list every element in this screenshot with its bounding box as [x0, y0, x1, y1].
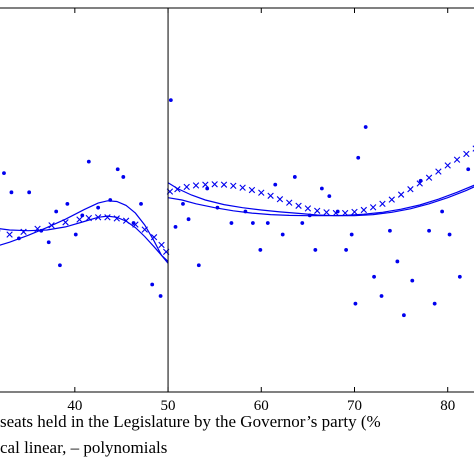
- local-average-marker-45: [379, 200, 386, 208]
- local-average-marker-49: [416, 180, 423, 187]
- local-average-marker-50: [425, 174, 433, 181]
- scatter-point-19: [73, 232, 78, 237]
- scatter-point-13: [27, 190, 32, 195]
- scatter-point-61: [410, 278, 415, 283]
- x-axis-label: seats held in the Legislature by the Gov…: [0, 412, 381, 431]
- local-average-marker-43: [360, 206, 368, 214]
- x-axis: 304050607080: [67, 8, 455, 414]
- x-tick-label-50: 50: [161, 398, 176, 414]
- scatter-point-28: [150, 282, 155, 287]
- scatter-point-16: [54, 209, 59, 214]
- local-average-marker-33: [267, 192, 274, 199]
- local-average-marker-6: [6, 231, 13, 238]
- scatter-point-59: [395, 259, 400, 264]
- scatter-point-30: [168, 98, 173, 103]
- local-average-marker-20: [158, 241, 165, 249]
- local-average-marker-48: [407, 186, 414, 193]
- local-average-marker-38: [314, 207, 321, 214]
- figure-caption: cal linear, – polynomials: [0, 438, 168, 457]
- x-tick-label-70: 70: [347, 398, 362, 414]
- local-average-marker-11: [76, 216, 83, 223]
- scatter-point-27: [139, 201, 143, 206]
- local-average-marker-47: [397, 191, 405, 198]
- scatter-point-33: [186, 217, 191, 222]
- scatter-point-25: [121, 175, 126, 179]
- scatter-point-31: [173, 224, 178, 229]
- local-average-marker-26: [202, 181, 209, 188]
- scatter-point-37: [229, 221, 234, 225]
- scatter-point-49: [327, 194, 332, 199]
- local-average-marker-54: [463, 150, 470, 158]
- local-average-marker-24: [183, 183, 190, 191]
- local-average-marker-42: [351, 208, 358, 216]
- local-average-marker-14: [104, 214, 111, 221]
- x-tick-label-40: 40: [67, 398, 82, 414]
- scatter-point-48: [319, 186, 324, 191]
- scatter-point-44: [292, 175, 297, 179]
- polynomial-fit-3-right: [168, 184, 474, 217]
- local-average-marker-44: [369, 204, 377, 211]
- local-average-marker-46: [388, 196, 395, 203]
- scatter-point-20: [80, 213, 85, 218]
- polynomial-fit-2-right: [167, 182, 474, 217]
- scatter-point-41: [265, 221, 270, 225]
- scatter-point-64: [432, 301, 437, 306]
- scatter-point-57: [379, 294, 384, 298]
- local-average-marker-19: [150, 234, 158, 241]
- scatter-point-47: [313, 248, 318, 252]
- local-average-marker-32: [258, 189, 265, 196]
- polynomial-fit-3-left: [0, 215, 169, 262]
- scatter-point-54: [356, 155, 361, 160]
- local-average-marker-51: [435, 168, 442, 175]
- local-average-marker-52: [444, 162, 451, 169]
- local-average-marker-39: [323, 209, 330, 216]
- scatter-point-43: [280, 232, 285, 237]
- local-average-marker-35: [286, 199, 293, 206]
- scatter-point-11: [9, 190, 14, 195]
- scatter-point-15: [46, 240, 51, 245]
- local-average-marker-28: [220, 181, 228, 188]
- local-average-marker-29: [230, 182, 237, 189]
- scatter-point-56: [372, 274, 376, 279]
- x-tick-label-80: 80: [440, 398, 455, 414]
- scatter-point-32: [181, 201, 185, 206]
- scatter-point-29: [158, 294, 163, 298]
- local-average-marker-37: [304, 205, 312, 212]
- local-average-marker-36: [295, 202, 302, 209]
- scatter-point-68: [466, 167, 471, 172]
- scatter-point-65: [440, 209, 445, 214]
- scatter-point-45: [300, 221, 305, 225]
- scatter-point-67: [457, 274, 462, 279]
- scatter-point-39: [250, 221, 255, 225]
- local-average-marker-30: [239, 184, 246, 191]
- scatter-point-17: [58, 263, 62, 268]
- scatter-point-22: [96, 205, 101, 210]
- polynomial-fit-2-left: [0, 200, 169, 264]
- x-tick-label-60: 60: [254, 398, 269, 414]
- local-average-marker-34: [276, 196, 284, 203]
- scatter-point-63: [427, 228, 431, 233]
- scatter-point-55: [363, 125, 368, 129]
- scatter-point-58: [388, 228, 392, 233]
- local-average-marker-31: [248, 186, 256, 194]
- scatter-point-35: [205, 186, 210, 191]
- scatter-point-21: [86, 159, 91, 164]
- scatter-point-10: [2, 171, 6, 176]
- local-average-marker-27: [211, 181, 218, 188]
- plot-area: [0, 98, 474, 318]
- scatter-point-18: [65, 201, 70, 206]
- scatter-point-40: [258, 248, 263, 252]
- scatter-point-51: [344, 248, 349, 252]
- local-average-marker-25: [192, 182, 200, 189]
- scatter-point-34: [196, 263, 201, 268]
- scatter-point-52: [349, 232, 354, 237]
- local-average-marker-53: [453, 156, 461, 163]
- scatter-point-66: [447, 232, 452, 237]
- scatter-point-24: [115, 167, 120, 172]
- scatter-point-42: [273, 182, 278, 187]
- scatter-point-60: [401, 313, 406, 318]
- scatter-point-53: [353, 301, 358, 306]
